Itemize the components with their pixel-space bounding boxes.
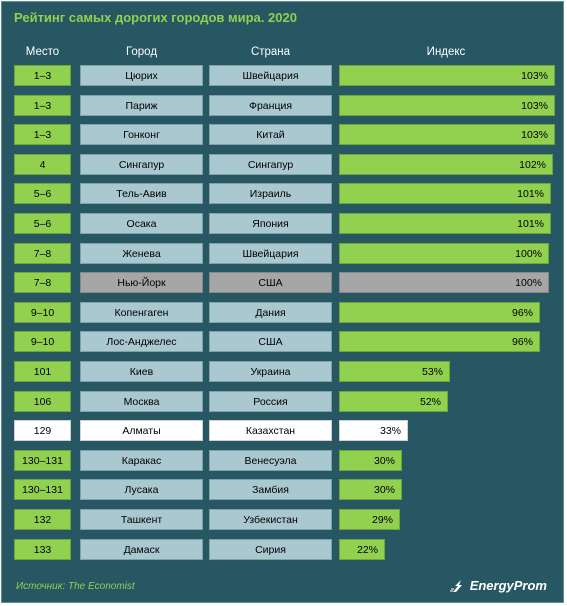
country-cell: Россия	[209, 391, 332, 412]
city-cell: Каракас	[80, 450, 203, 471]
rank-cell: 130–131	[14, 450, 71, 471]
city-cell: Ташкент	[80, 509, 203, 530]
country-cell: Сирия	[209, 539, 332, 560]
index-bar: 103%	[339, 95, 555, 116]
rank-cell: 130–131	[14, 479, 71, 500]
rank-cell: 9–10	[14, 331, 71, 352]
index-bar: 30%	[339, 450, 402, 471]
index-bar: 100%	[339, 243, 549, 264]
country-cell: Украина	[209, 361, 332, 382]
country-cell: Сингапур	[209, 154, 332, 175]
index-bar: 102%	[339, 154, 553, 175]
header-country: Страна	[250, 46, 291, 58]
rank-cell: 1–3	[14, 124, 71, 145]
index-bar: 96%	[339, 331, 540, 352]
rank-cell: 7–8	[14, 272, 71, 293]
rank-cell: 9–10	[14, 302, 71, 323]
index-bar: 100%	[339, 272, 549, 293]
country-cell: Узбекистан	[209, 509, 332, 530]
country-cell: Швейцария	[209, 243, 332, 264]
country-cell: Казахстан	[209, 420, 332, 441]
rank-cell: 132	[14, 509, 71, 530]
city-cell: Лос-Анджелес	[80, 331, 203, 352]
logo-text: EnergyProm	[469, 578, 547, 593]
index-bar: 53%	[339, 361, 450, 382]
rank-cell: 7–8	[14, 243, 71, 264]
country-cell: Израиль	[209, 183, 332, 204]
energyprom-logo: EnergyProm	[449, 578, 547, 593]
lightning-icon	[449, 579, 462, 592]
source-note: Источник: The Economist	[16, 581, 135, 592]
header-rank: Место	[25, 46, 60, 58]
rank-cell: 4	[14, 154, 71, 175]
rank-cell: 5–6	[14, 183, 71, 204]
city-cell: Киев	[80, 361, 203, 382]
rank-cell: 133	[14, 539, 71, 560]
country-cell: Франция	[209, 95, 332, 116]
chart-title: Рейтинг самых дорогих городов мира. 2020	[14, 10, 297, 25]
rank-cell: 129	[14, 420, 71, 441]
city-cell: Нью-Йорк	[80, 272, 203, 293]
city-cell: Цюрих	[80, 65, 203, 86]
country-cell: Китай	[209, 124, 332, 145]
city-cell: Осака	[80, 213, 203, 234]
index-bar: 22%	[339, 539, 385, 560]
index-bar: 103%	[339, 65, 555, 86]
country-cell: США	[209, 331, 332, 352]
header-city: Город	[125, 46, 158, 58]
index-bar: 103%	[339, 124, 555, 145]
rank-cell: 1–3	[14, 65, 71, 86]
country-cell: Швейцария	[209, 65, 332, 86]
city-cell: Сингапур	[80, 154, 203, 175]
rank-cell: 101	[14, 361, 71, 382]
header-index: Индекс	[426, 46, 466, 58]
city-cell: Дамаск	[80, 539, 203, 560]
country-cell: Япония	[209, 213, 332, 234]
city-cell: Лусака	[80, 479, 203, 500]
city-cell: Женева	[80, 243, 203, 264]
city-cell: Гонконг	[80, 124, 203, 145]
city-cell: Копенгаген	[80, 302, 203, 323]
index-bar: 33%	[339, 420, 408, 441]
rank-cell: 5–6	[14, 213, 71, 234]
rank-cell: 106	[14, 391, 71, 412]
country-cell: Замбия	[209, 479, 332, 500]
index-bar: 52%	[339, 391, 448, 412]
index-bar: 30%	[339, 479, 402, 500]
index-bar: 101%	[339, 183, 551, 204]
city-cell: Алматы	[80, 420, 203, 441]
country-cell: Венесуэла	[209, 450, 332, 471]
city-cell: Тель-Авив	[80, 183, 203, 204]
index-bar: 96%	[339, 302, 540, 323]
city-cell: Париж	[80, 95, 203, 116]
index-bar: 29%	[339, 509, 400, 530]
country-cell: Дания	[209, 302, 332, 323]
country-cell: США	[209, 272, 332, 293]
rank-cell: 1–3	[14, 95, 71, 116]
index-bar: 101%	[339, 213, 551, 234]
city-cell: Москва	[80, 391, 203, 412]
